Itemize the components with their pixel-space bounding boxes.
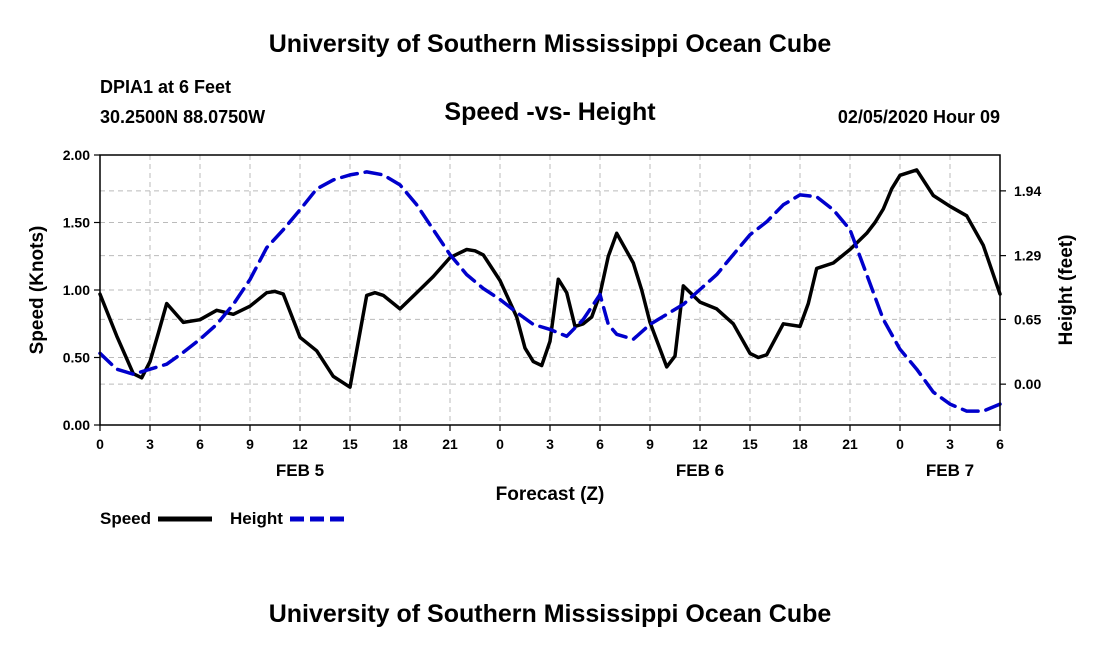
x-tick-label: 21	[442, 436, 458, 452]
x-tick-label: 9	[246, 436, 254, 452]
station-label: DPIA1 at 6 Feet	[100, 77, 232, 97]
x-tick-label: 6	[596, 436, 604, 452]
bottom-title: University of Southern Mississippi Ocean…	[268, 600, 832, 628]
x-tick-label: 12	[692, 436, 708, 452]
date-label: FEB 7	[926, 461, 974, 480]
chart-title: Speed -vs- Height	[444, 98, 656, 126]
coordinates-label: 30.2500N 88.0750W	[100, 107, 266, 127]
x-tick-label: 0	[896, 436, 904, 452]
x-tick-label: 15	[742, 436, 758, 452]
speed-series-line	[98, 168, 1002, 389]
y-axis-label-right: Height (feet)	[1056, 235, 1077, 346]
legend: Speed Height	[100, 509, 344, 528]
x-tick-label: 21	[842, 436, 858, 452]
y-right-tick-label: 0.65	[1014, 311, 1041, 327]
x-tick-label: 3	[546, 436, 554, 452]
date-label: FEB 5	[276, 461, 324, 480]
x-tick-label: 0	[96, 436, 104, 452]
x-tick-label: 15	[342, 436, 358, 452]
x-axis-label: Forecast (Z)	[496, 484, 605, 505]
y-right-tick-label: 1.29	[1014, 248, 1041, 264]
x-tick-label: 18	[392, 436, 408, 452]
y-right-tick-label: 0.00	[1014, 376, 1041, 392]
x-tick-label: 6	[996, 436, 1004, 452]
y-tick-label: 0.50	[63, 350, 90, 366]
y-tick-label: 1.00	[63, 282, 90, 298]
x-tick-label: 9	[646, 436, 654, 452]
datetime-label: 02/05/2020 Hour 09	[837, 107, 1000, 127]
x-tick-label: 3	[946, 436, 954, 452]
y-axis-label-left: Speed (Knots)	[27, 226, 48, 355]
x-tick-label: 12	[292, 436, 308, 452]
y-right-tick-label: 1.94	[1014, 183, 1041, 199]
y-tick-label: 1.50	[63, 215, 90, 231]
x-tick-label: 18	[792, 436, 808, 452]
legend-speed-label: Speed	[100, 509, 151, 528]
date-label: FEB 6	[676, 461, 724, 480]
top-title: University of Southern Mississippi Ocean…	[268, 30, 832, 58]
y-tick-label: 0.00	[63, 417, 90, 433]
y-tick-label: 2.00	[63, 147, 90, 163]
x-tick-label: 3	[146, 436, 154, 452]
legend-height-label: Height	[230, 509, 283, 528]
height-series-line	[98, 170, 1002, 413]
x-tick-label: 0	[496, 436, 504, 452]
x-tick-label: 6	[196, 436, 204, 452]
